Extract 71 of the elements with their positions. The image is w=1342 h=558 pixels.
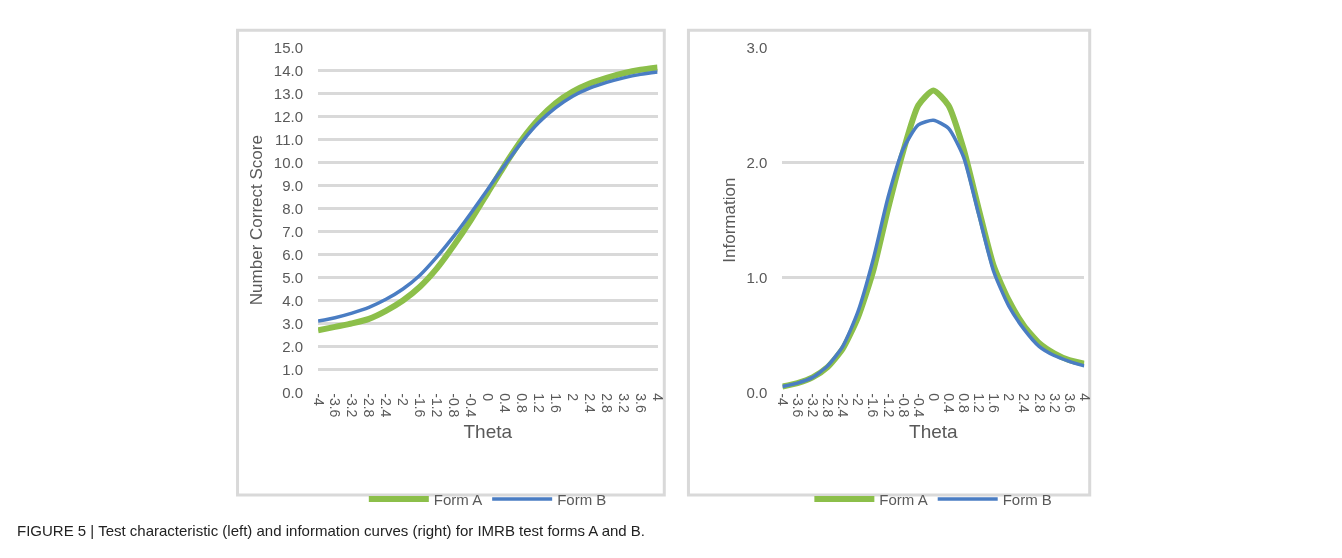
y-tick-label: 2.0 (746, 154, 768, 171)
x-tick-label: -2.8 (820, 393, 837, 418)
y-tick-label: 3.0 (746, 39, 768, 57)
x-tick-label: 0 (925, 393, 942, 402)
x-tick-label: 3.6 (1061, 393, 1078, 413)
x-axis-title: Theta (909, 421, 959, 443)
y-tick-label: 5.0 (282, 268, 304, 286)
x-tick-label: 3.2 (1046, 393, 1063, 413)
y-tick-label: 13.0 (273, 85, 304, 103)
x-tick-label: -1.6 (865, 393, 882, 418)
x-tick-label: -1.2 (429, 393, 446, 418)
x-tick-label: -2 (850, 393, 867, 406)
x-tick-label: -2 (395, 393, 412, 406)
x-tick-label: -2.8 (361, 393, 378, 418)
y-tick-label: 9.0 (282, 176, 304, 194)
x-tick-label: 0.4 (940, 393, 957, 413)
x-tick-label: -3.2 (805, 393, 822, 418)
x-tick-label: 2.8 (1031, 393, 1048, 413)
x-tick-label: 1.6 (986, 393, 1003, 413)
x-tick-label: 2 (1001, 393, 1018, 402)
x-tick-label: 4 (1076, 393, 1093, 402)
caption: FIGURE 5 | Test characteristic (left) and information curves (right) for IMRB test forms A and B. (17, 522, 645, 539)
x-tick-label: 1.6 (548, 393, 565, 413)
y-axis-title: Number Correct Score (247, 135, 267, 306)
x-tick-label: 3.6 (633, 393, 650, 413)
x-tick-label: 3.2 (616, 393, 633, 413)
x-tick-label: 2.8 (599, 393, 616, 413)
y-tick-label: 3.0 (282, 314, 304, 332)
y-tick-label: 8.0 (282, 199, 304, 217)
x-axis-title: Theta (463, 421, 513, 443)
x-tick-label: 2.4 (1016, 393, 1033, 413)
y-tick-label: 1.0 (746, 268, 768, 286)
y-tick-label: 12.0 (273, 108, 304, 126)
y-tick-label: 7.0 (282, 222, 304, 240)
legend-label: Form A (433, 490, 483, 508)
x-tick-label: -2.4 (835, 393, 852, 418)
y-tick-label: 6.0 (282, 245, 304, 263)
y-tick-label: 0.0 (282, 383, 304, 401)
x-tick-label: -0.4 (910, 393, 927, 418)
x-tick-label: 4 (650, 393, 667, 402)
y-tick-label: 1.0 (282, 360, 304, 378)
legend-label: Form A (879, 490, 928, 508)
y-tick-label: 4.0 (282, 291, 304, 309)
x-tick-label: 0.8 (956, 393, 973, 413)
x-tick-label: 1.2 (531, 393, 548, 413)
y-tick-label: 11.0 (274, 131, 304, 149)
x-tick-label: 0.8 (514, 393, 531, 413)
x-tick-label: -0.4 (463, 393, 480, 418)
y-tick-label: 2.0 (282, 337, 304, 355)
x-tick-label: -3.6 (789, 393, 806, 418)
y-tick-label: 15.0 (273, 39, 304, 57)
x-tick-label: 0.4 (497, 393, 514, 413)
x-tick-label: 2.4 (582, 393, 599, 413)
x-tick-label: -1.2 (880, 393, 897, 418)
x-tick-label: -3.6 (327, 393, 344, 418)
y-axis-title: Information (720, 177, 740, 263)
x-tick-label: 1.2 (971, 393, 988, 413)
x-tick-label: -0.8 (895, 393, 912, 418)
x-tick-label: -1.6 (412, 393, 429, 418)
x-tick-label: 0 (480, 393, 497, 402)
y-tick-label: 10.0 (273, 154, 304, 171)
y-tick-label: 14.0 (273, 62, 304, 80)
y-tick-label: 0.0 (746, 383, 768, 401)
legend-label: Form B (1002, 490, 1052, 508)
x-tick-label: -0.8 (446, 393, 463, 418)
x-tick-label: 2 (565, 393, 582, 402)
legend-label: Form B (557, 490, 607, 508)
x-tick-label: -2.4 (378, 393, 395, 418)
x-tick-label: -4 (774, 393, 791, 406)
x-tick-label: -3.2 (344, 393, 361, 418)
x-tick-label: -4 (310, 393, 327, 406)
